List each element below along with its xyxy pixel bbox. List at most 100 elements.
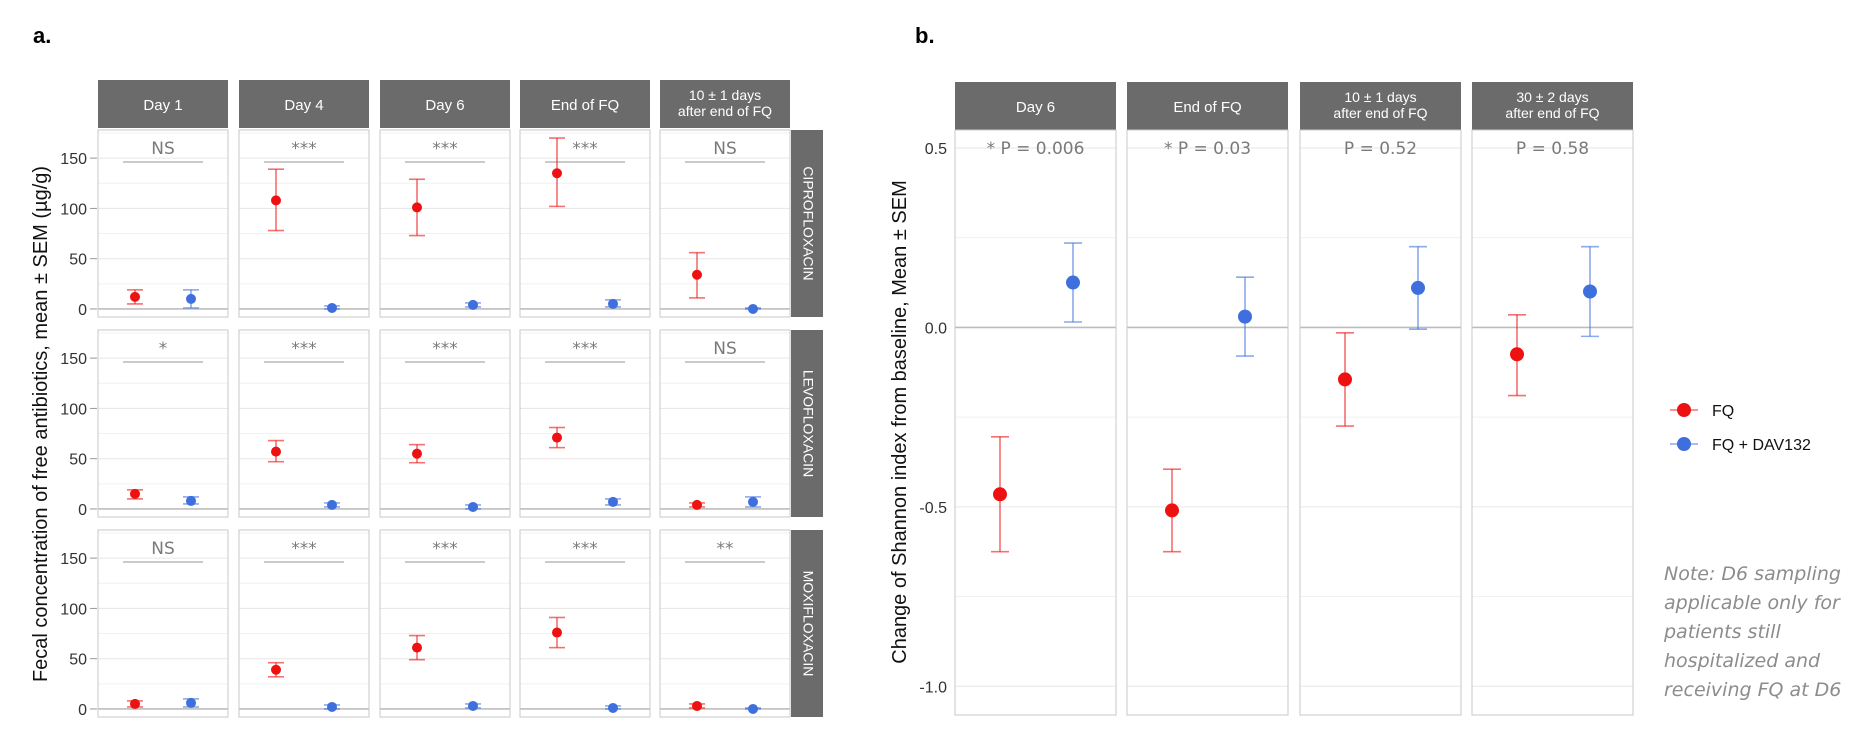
strip-col-label: End of FQ — [1173, 99, 1241, 116]
facet-0-3: *** — [519, 129, 651, 318]
facet-border — [379, 129, 511, 318]
facet-bg — [520, 530, 650, 717]
facet-1-3: *** — [519, 329, 651, 518]
facet-0-0: NS — [97, 129, 229, 318]
strip-col-label: 10 ± 1 days — [1344, 89, 1416, 105]
strip-col-1 — [239, 80, 369, 128]
strip-col-label: Day 6 — [1016, 99, 1055, 116]
facet-b-3: P = 0.58 — [1471, 129, 1634, 716]
fq-dav132-point — [468, 501, 478, 512]
facet-border — [519, 329, 651, 518]
fq-point — [130, 488, 140, 499]
strip-row-label: MOXIFLOXACIN — [800, 571, 816, 677]
significance-label: NS — [713, 339, 737, 359]
fq-dav132-point — [186, 495, 196, 506]
strip-col-label: after end of FQ — [1333, 105, 1427, 121]
y-tick-label: 150 — [60, 151, 87, 168]
strip-col-2 — [380, 80, 510, 128]
facet-border — [97, 129, 229, 318]
significance-label: *** — [572, 339, 598, 359]
fq-dav132-point — [186, 293, 196, 304]
y-tick-label: 150 — [60, 551, 87, 568]
facet-bg — [1127, 130, 1288, 715]
fq-dav132-point — [186, 697, 196, 708]
p-value-label: P = 0.52 — [1344, 139, 1417, 159]
fq-dav132-point — [608, 496, 618, 507]
facet-bg — [98, 530, 228, 717]
facet-border — [519, 529, 651, 718]
facet-bg — [98, 330, 228, 517]
note-text: Note: D6 sampling applicable only for pa… — [1664, 563, 1842, 701]
chart-a-antibiotic-concentration: Day 1 Day 4 Day 6 End of FQ 10 ± 1 daysafter… — [30, 80, 823, 719]
fq-point — [692, 700, 702, 711]
fq-dav132-point — [1238, 309, 1252, 324]
facet-border — [659, 529, 791, 718]
fq-dav132-point — [608, 702, 618, 713]
y-tick-label: 0 — [78, 302, 87, 319]
fq-point — [692, 499, 702, 510]
fq-point — [271, 195, 281, 206]
legend-label: FQ + DAV132 — [1712, 437, 1811, 454]
significance-label: NS — [151, 139, 175, 159]
fq-point — [1165, 503, 1179, 518]
facet-border — [1126, 129, 1289, 716]
facet-bg — [1300, 130, 1461, 715]
y-tick-label: 0 — [78, 702, 87, 719]
facet-2-4: ** — [659, 529, 791, 718]
facet-border — [954, 129, 1117, 716]
y-tick-label: -0.5 — [919, 500, 947, 517]
significance-label: NS — [151, 539, 175, 559]
facet-bg — [239, 530, 369, 717]
facet-border — [379, 329, 511, 518]
significance-label: *** — [432, 339, 458, 359]
fq-dav132-point — [1411, 280, 1425, 295]
facet-border — [238, 129, 370, 318]
chart-b-shannon-index: -1.0 -0.5 0.0 0.5 Day 6 * P = 0.006 End of FQ *… — [889, 82, 1634, 716]
significance-label: *** — [291, 339, 317, 359]
fq-dav132-point — [1583, 284, 1597, 299]
facet-1-2: *** — [379, 329, 511, 518]
facet-bg — [380, 530, 510, 717]
strip-col-label: Day 1 — [143, 97, 182, 114]
fq-dav132-point — [748, 703, 758, 714]
strip-col-4 — [660, 80, 790, 128]
p-value-label: * P = 0.006 — [987, 139, 1085, 159]
fq-dav132-point — [468, 299, 478, 310]
y-tick-label: 0.5 — [925, 141, 947, 158]
strip-col-0 — [955, 82, 1116, 130]
fq-point — [412, 642, 422, 653]
facet-bg — [520, 330, 650, 517]
strip-col-label: 30 ± 2 days — [1516, 89, 1588, 105]
y-tick-label: 100 — [60, 201, 87, 218]
fq-dav132-point — [608, 298, 618, 309]
y-tick-label: 100 — [60, 601, 87, 618]
significance-label: *** — [432, 139, 458, 159]
facet-border — [238, 529, 370, 718]
significance-label: *** — [432, 539, 458, 559]
facet-bg — [660, 330, 790, 517]
significance-label: *** — [291, 539, 317, 559]
facet-0-2: *** — [379, 129, 511, 318]
fq-point — [552, 168, 562, 179]
panel-label-b: b. — [915, 23, 935, 48]
y-tick-label: 50 — [69, 252, 87, 269]
fq-dav132-point — [327, 701, 337, 712]
legend-key-point — [1677, 437, 1691, 451]
facet-border — [238, 329, 370, 518]
fq-dav132-point — [748, 496, 758, 507]
facet-b-0: * P = 0.006 — [954, 129, 1117, 716]
strip-row-label: CIPROFLOXACIN — [800, 166, 816, 280]
legend-key-point — [1677, 403, 1691, 417]
fq-point — [412, 202, 422, 213]
strip-col-1 — [1127, 82, 1288, 130]
strip-row-1 — [791, 330, 823, 517]
strip-col-label: after end of FQ — [678, 103, 772, 119]
strip-row-label: LEVOFLOXACIN — [800, 370, 816, 477]
strip-row-2 — [791, 530, 823, 717]
strip-col-3 — [520, 80, 650, 128]
facet-border — [379, 529, 511, 718]
facet-bg — [1472, 130, 1633, 715]
facet-border — [1299, 129, 1462, 716]
fq-point — [271, 446, 281, 457]
